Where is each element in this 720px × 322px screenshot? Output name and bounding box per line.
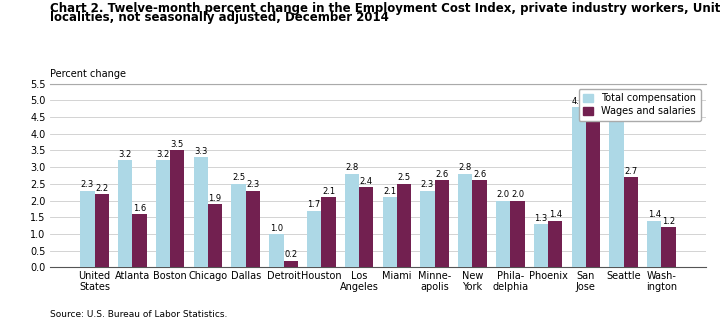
Bar bbox=[345, 174, 359, 267]
Text: 1.4: 1.4 bbox=[549, 210, 562, 219]
Text: 2.3: 2.3 bbox=[246, 180, 259, 189]
Bar bbox=[132, 214, 147, 267]
Text: 1.3: 1.3 bbox=[534, 213, 547, 223]
Text: 2.7: 2.7 bbox=[624, 167, 637, 176]
Bar bbox=[548, 221, 562, 267]
Bar bbox=[170, 150, 184, 267]
Bar bbox=[246, 191, 260, 267]
Bar bbox=[208, 204, 222, 267]
Text: 1.4: 1.4 bbox=[648, 210, 661, 219]
Text: 2.2: 2.2 bbox=[95, 184, 108, 193]
Legend: Total compensation, Wages and salaries: Total compensation, Wages and salaries bbox=[578, 89, 701, 121]
Text: 2.6: 2.6 bbox=[473, 170, 486, 179]
Bar bbox=[231, 184, 246, 267]
Text: 2.5: 2.5 bbox=[232, 174, 245, 183]
Bar bbox=[94, 194, 109, 267]
Bar bbox=[118, 160, 132, 267]
Text: 4.8: 4.8 bbox=[572, 97, 585, 106]
Text: 1.0: 1.0 bbox=[270, 223, 283, 232]
Text: Percent change: Percent change bbox=[50, 69, 127, 79]
Bar bbox=[435, 181, 449, 267]
Bar bbox=[382, 197, 397, 267]
Text: 2.0: 2.0 bbox=[497, 190, 510, 199]
Bar bbox=[586, 104, 600, 267]
Bar bbox=[397, 184, 411, 267]
Text: 3.3: 3.3 bbox=[194, 147, 207, 156]
Text: 2.5: 2.5 bbox=[397, 174, 410, 183]
Text: 3.5: 3.5 bbox=[171, 140, 184, 149]
Text: 2.8: 2.8 bbox=[459, 164, 472, 173]
Bar bbox=[156, 160, 170, 267]
Text: 4.8: 4.8 bbox=[610, 97, 623, 106]
Bar bbox=[284, 260, 298, 267]
Bar bbox=[510, 201, 525, 267]
Text: 2.3: 2.3 bbox=[421, 180, 434, 189]
Bar bbox=[307, 211, 321, 267]
Bar bbox=[359, 187, 374, 267]
Bar bbox=[194, 157, 208, 267]
Text: 1.6: 1.6 bbox=[133, 204, 146, 213]
Bar bbox=[472, 181, 487, 267]
Bar bbox=[458, 174, 472, 267]
Bar bbox=[80, 191, 94, 267]
Text: 0.2: 0.2 bbox=[284, 250, 297, 259]
Bar bbox=[609, 107, 624, 267]
Text: localities, not seasonally adjusted, December 2014: localities, not seasonally adjusted, Dec… bbox=[50, 11, 390, 24]
Bar bbox=[496, 201, 510, 267]
Text: 4.9: 4.9 bbox=[587, 93, 600, 102]
Text: 3.2: 3.2 bbox=[119, 150, 132, 159]
Text: 2.4: 2.4 bbox=[360, 177, 373, 186]
Text: 1.7: 1.7 bbox=[307, 200, 320, 209]
Text: 3.2: 3.2 bbox=[156, 150, 170, 159]
Bar bbox=[624, 177, 638, 267]
Text: 2.0: 2.0 bbox=[511, 190, 524, 199]
Bar bbox=[269, 234, 284, 267]
Text: 2.8: 2.8 bbox=[346, 164, 359, 173]
Bar bbox=[321, 197, 336, 267]
Text: 2.1: 2.1 bbox=[322, 187, 335, 196]
Bar bbox=[420, 191, 435, 267]
Bar bbox=[647, 221, 662, 267]
Text: 2.6: 2.6 bbox=[436, 170, 449, 179]
Bar bbox=[662, 227, 676, 267]
Text: 2.3: 2.3 bbox=[81, 180, 94, 189]
Text: Source: U.S. Bureau of Labor Statistics.: Source: U.S. Bureau of Labor Statistics. bbox=[50, 310, 228, 319]
Text: Chart 2. Twelve-month percent change in the Employment Cost Index, private indus: Chart 2. Twelve-month percent change in … bbox=[50, 2, 720, 14]
Text: 1.2: 1.2 bbox=[662, 217, 675, 226]
Text: 2.1: 2.1 bbox=[383, 187, 396, 196]
Text: 1.9: 1.9 bbox=[209, 194, 222, 203]
Bar bbox=[572, 107, 586, 267]
Bar bbox=[534, 224, 548, 267]
